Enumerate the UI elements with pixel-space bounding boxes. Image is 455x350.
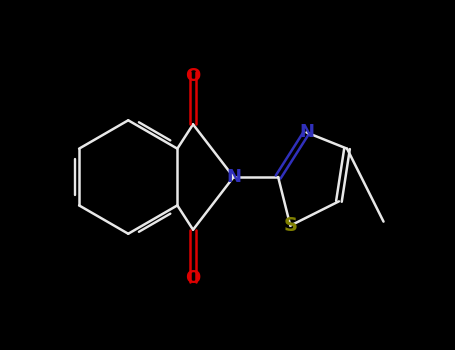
- Text: O: O: [186, 270, 201, 287]
- Text: N: N: [226, 168, 241, 186]
- Text: S: S: [283, 216, 297, 235]
- Text: O: O: [186, 67, 201, 85]
- Text: N: N: [299, 124, 314, 141]
